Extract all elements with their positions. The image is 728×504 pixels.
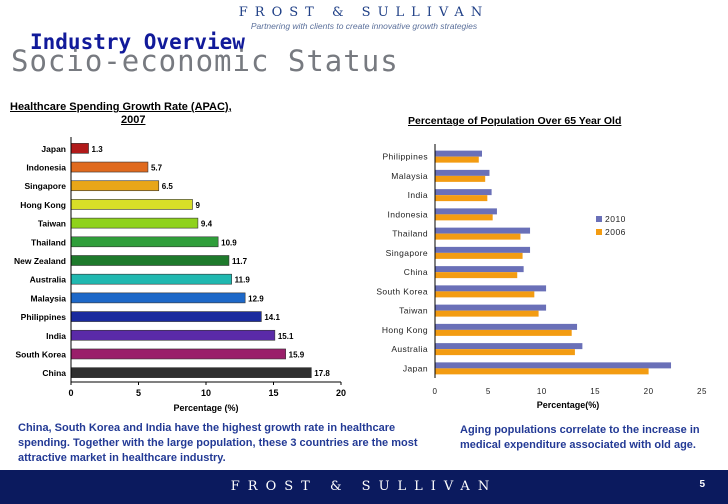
spending-value-label: 9.4 — [201, 220, 213, 229]
population-bar-2010 — [435, 169, 490, 176]
spending-value-label: 11.7 — [232, 257, 248, 266]
population-x-tick-label: 15 — [590, 387, 600, 396]
population-bar-2006 — [435, 349, 575, 356]
legend-label-2006: 2006 — [605, 227, 626, 237]
spending-category-label: Singapore — [24, 181, 66, 191]
population-x-tick-label: 25 — [697, 387, 707, 396]
spending-x-axis-title: Percentage (%) — [173, 403, 238, 413]
caption-left: China, South Korea and India have the hi… — [18, 422, 418, 464]
caption-right: Aging populations correlate to the incre… — [460, 424, 700, 451]
population-category-label: South Korea — [376, 286, 428, 296]
population-category-label: Singapore — [386, 248, 428, 258]
population-category-label: Taiwan — [399, 306, 428, 316]
page-title: Industry Overview — [30, 30, 245, 54]
spending-value-label: 9 — [196, 201, 201, 210]
spending-chart-title: Healthcare Spending Growth Rate (APAC), … — [10, 101, 280, 127]
legend-swatch-2006 — [596, 229, 602, 235]
population-bar-2010 — [435, 208, 497, 215]
spending-value-label: 15.9 — [289, 350, 305, 359]
page-number: 5 — [699, 479, 705, 490]
population-bar-2006 — [435, 156, 479, 163]
population-bar-2010 — [435, 266, 524, 273]
spending-category-label: South Korea — [15, 349, 66, 359]
population-chart-title: Percentage of Population Over 65 Year Ol… — [408, 115, 622, 127]
spending-x-tick-label: 5 — [136, 388, 141, 398]
spending-value-label: 6.5 — [162, 182, 174, 191]
population-category-label: China — [404, 267, 428, 277]
population-x-tick-label: 5 — [486, 387, 491, 396]
population-bar-2006 — [435, 175, 486, 182]
population-x-tick-label: 10 — [537, 387, 547, 396]
population-category-label: Philippines — [382, 152, 428, 162]
spending-value-label: 12.9 — [248, 294, 264, 303]
population-bar-2006 — [435, 310, 539, 317]
spending-category-label: China — [42, 368, 66, 378]
population-bar-2010 — [435, 343, 583, 350]
population-category-label: Australia — [391, 344, 428, 354]
spending-chart-title-line1: Healthcare Spending Growth Rate (APAC), — [10, 101, 232, 113]
legend-swatch-2010 — [596, 216, 602, 222]
spending-category-label: Philippines — [21, 312, 67, 322]
population-bar-2006 — [435, 233, 521, 240]
header-tagline: Partnering with clients to create innova… — [250, 21, 478, 31]
footer-bar: FROST & SULLIVAN 5 — [0, 470, 728, 504]
header-brand: FROST & SULLIVAN — [238, 5, 490, 20]
population-category-label: India — [408, 190, 428, 200]
spending-x-tick-label: 0 — [68, 388, 73, 398]
spending-x-tick-label: 20 — [336, 388, 346, 398]
population-x-axis-title: Percentage(%) — [537, 400, 600, 410]
population-x-tick-label: 20 — [644, 387, 654, 396]
spending-category-label: Japan — [41, 144, 66, 154]
population-bar-2010 — [435, 150, 482, 157]
spending-category-label: New Zealand — [14, 256, 66, 266]
population-category-label: Thailand — [392, 229, 428, 239]
population-bar-2006 — [435, 214, 493, 221]
spending-category-label: Indonesia — [26, 163, 66, 173]
spending-x-tick-label: 15 — [268, 388, 278, 398]
population-bar-2010 — [435, 362, 672, 369]
page-subtitle: Socio-economic Status — [11, 44, 399, 78]
footer-brand: FROST & SULLIVAN — [230, 479, 498, 494]
spending-category-label: Taiwan — [38, 219, 66, 229]
spending-category-label: Malaysia — [31, 293, 67, 303]
spending-value-label: 11.9 — [235, 276, 251, 285]
population-category-label: Indonesia — [388, 209, 428, 219]
spending-category-label: Australia — [30, 275, 67, 285]
population-bar-2006 — [435, 368, 649, 375]
population-bar-2006 — [435, 195, 488, 202]
population-bar-2006 — [435, 291, 535, 298]
population-bar-2010 — [435, 285, 547, 292]
spending-x-tick-label: 10 — [201, 388, 211, 398]
spending-value-label: 15.1 — [278, 332, 294, 341]
spending-category-label: Hong Kong — [20, 200, 66, 210]
population-bar-2010 — [435, 304, 547, 311]
spending-category-label: Thailand — [31, 237, 66, 247]
population-bar-2010 — [435, 227, 531, 234]
spending-category-label: India — [46, 331, 66, 341]
spending-chart-title-line2: 2007 — [121, 114, 146, 126]
population-x-tick-label: 0 — [433, 387, 438, 396]
spending-value-label: 10.9 — [221, 238, 237, 247]
spending-value-label: 1.3 — [92, 145, 104, 154]
population-bar-2010 — [435, 246, 531, 253]
population-bar-2006 — [435, 272, 518, 279]
population-bar-2010 — [435, 323, 578, 330]
spending-value-label: 5.7 — [151, 164, 163, 173]
spending-value-label: 17.8 — [314, 369, 330, 378]
spending-value-label: 14.1 — [264, 313, 280, 322]
legend-label-2010: 2010 — [605, 214, 626, 224]
population-bar-2006 — [435, 329, 572, 336]
population-bar-2010 — [435, 189, 492, 196]
population-category-label: Hong Kong — [382, 325, 428, 335]
population-bar-2006 — [435, 252, 523, 259]
population-category-label: Japan — [403, 363, 428, 373]
population-category-label: Malaysia — [391, 171, 428, 181]
